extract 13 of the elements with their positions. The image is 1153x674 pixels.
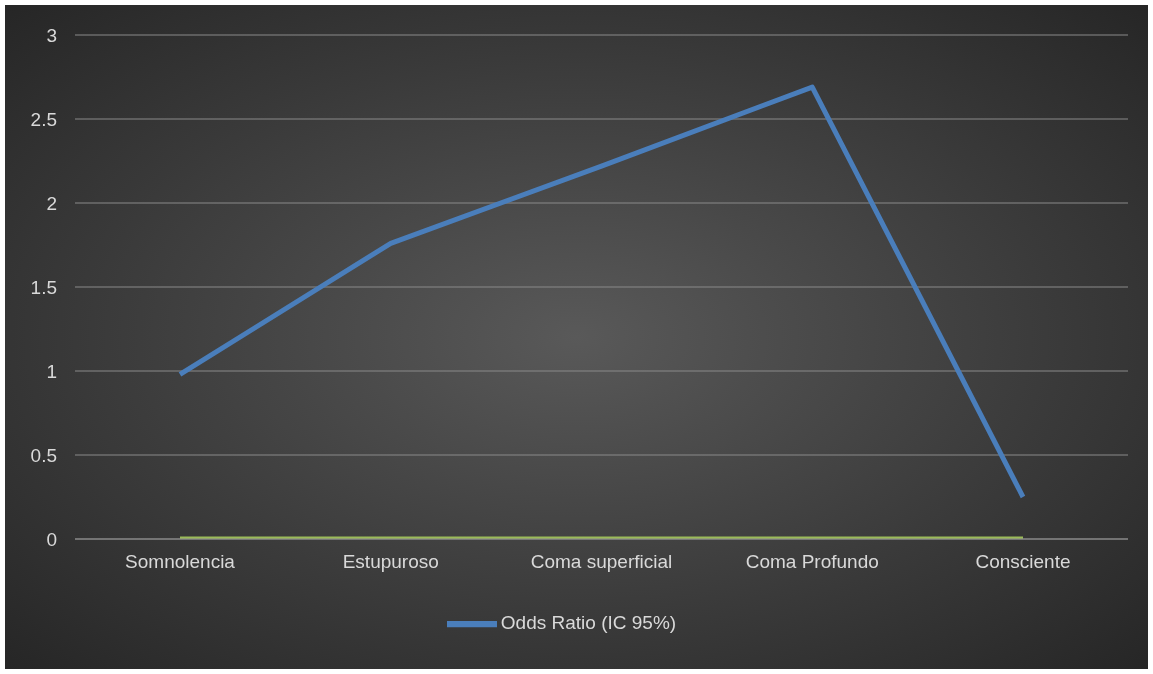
y-tick-label: 1: [46, 360, 57, 382]
y-tick-label: 2: [46, 192, 57, 214]
y-tick-label: 1.5: [30, 276, 57, 298]
x-tick-label: Somnolencia: [125, 551, 236, 573]
y-tick-label: 0.5: [30, 444, 57, 466]
y-tick-label: 3: [46, 24, 57, 46]
legend-label: Odds Ratio (IC 95%): [500, 612, 677, 634]
y-tick-label: 2.5: [30, 108, 57, 130]
x-tick-label: Coma superficial: [530, 551, 673, 573]
x-tick-label: Estupuroso: [342, 551, 439, 573]
y-tick-label: 0: [46, 528, 57, 550]
x-tick-label: Coma Profundo: [745, 551, 879, 573]
x-tick-label: Consciente: [975, 551, 1071, 573]
